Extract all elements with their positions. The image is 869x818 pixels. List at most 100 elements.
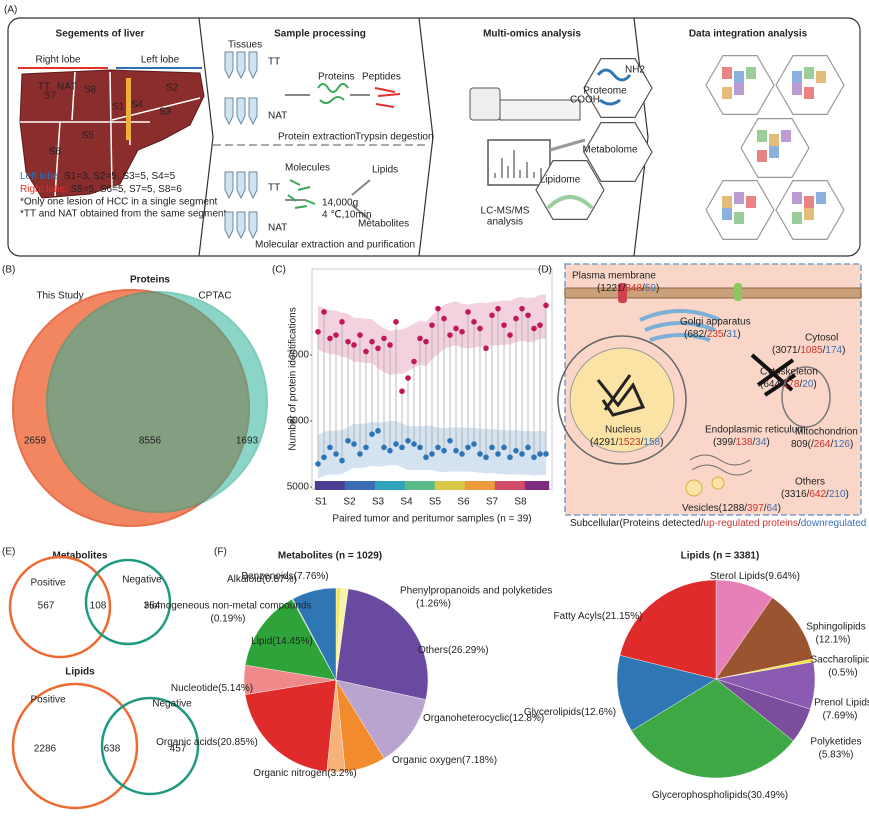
label: (1.26%): [416, 599, 451, 610]
value-label: (7.18%): [462, 755, 497, 766]
category: Benzenoids: [241, 571, 293, 582]
label: (5.83%): [818, 750, 853, 761]
category: Fatty Acyls: [554, 611, 602, 622]
sample-strip: [470, 481, 478, 490]
sample-strip: [338, 481, 346, 490]
tube: [248, 97, 258, 126]
label: Peptides: [362, 72, 401, 83]
category: Sterol Lipids: [710, 571, 765, 582]
slice-label: Fatty Acyls(21.15%): [554, 611, 643, 622]
label: 2286: [34, 744, 57, 755]
label: Polyketides: [810, 737, 861, 748]
text-part: (3071/: [772, 345, 801, 356]
point: [375, 345, 381, 352]
label: 809(/264/126): [791, 439, 853, 450]
golgi: [639, 309, 721, 342]
tube: [236, 171, 246, 200]
liver: [19, 69, 205, 199]
slice-label: Organoheterocyclic(12.8%): [423, 713, 544, 724]
thumbnail: [792, 83, 802, 95]
thumbnail: [746, 67, 756, 79]
point: [471, 441, 477, 447]
tube: [248, 51, 258, 80]
point: [315, 328, 321, 335]
point: [357, 451, 363, 457]
sample-strip: [500, 481, 508, 490]
point: [321, 454, 327, 461]
point: [525, 444, 531, 451]
point: [501, 322, 507, 328]
thumbnail: [781, 130, 791, 142]
spectrum: [494, 150, 542, 178]
point: [321, 309, 327, 315]
pie-slice: [292, 587, 337, 681]
point: [525, 312, 531, 319]
label: Subcellular(Proteins detected/up-regulat…: [570, 518, 869, 529]
label: 457: [170, 744, 187, 755]
label: (7.69%): [822, 711, 857, 722]
slice-label: Organic acids(20.85%): [156, 737, 258, 748]
label: S5: [82, 131, 95, 142]
text-part: (3316/: [781, 489, 810, 500]
chromatin: [596, 374, 646, 417]
category: Organoheterocyclic: [423, 713, 509, 724]
label: 108: [90, 601, 107, 612]
text-part: /: [641, 437, 644, 448]
label: Tissues: [228, 40, 262, 51]
value-label: (0.87%): [262, 574, 297, 585]
text-part: ): [656, 283, 659, 294]
label: 5000: [287, 482, 310, 493]
pie-slice: [616, 655, 717, 732]
point: [411, 441, 417, 447]
label: 4 ℃,10min: [322, 210, 372, 221]
point: [477, 325, 483, 332]
thumbnail: [804, 67, 814, 79]
label: S7: [486, 497, 499, 508]
sample-strip: [410, 481, 418, 490]
thumbnail: [722, 87, 732, 99]
label: 14,000g: [322, 198, 358, 209]
text-part: Left lobe:: [20, 171, 61, 182]
divider: [633, 17, 649, 257]
label: Plasma membrane: [572, 271, 656, 282]
label: (3071/1085/174): [772, 345, 845, 356]
venn-set: [11, 682, 139, 810]
thumbnail: [804, 196, 814, 208]
point: [423, 454, 429, 461]
label: (B): [2, 265, 15, 276]
text-part: Subcellular(Proteins detected/: [570, 518, 704, 529]
sample-strip: [428, 481, 436, 490]
label: (E): [2, 547, 15, 558]
segment-lines: [20, 71, 201, 197]
text-part: S1=3, S2=5, S3=5, S4=5: [61, 171, 175, 182]
label: S1: [315, 497, 328, 508]
divider: [198, 17, 214, 257]
label: Nucleus: [605, 425, 641, 436]
point: [339, 457, 345, 464]
point: [399, 444, 405, 451]
label: Lipids: [372, 165, 398, 176]
ms-device: [499, 99, 581, 121]
label: (399/138/34): [713, 437, 770, 448]
label: Lipids: [65, 667, 95, 678]
label: Cytosol: [805, 333, 838, 344]
label: Positive: [30, 578, 65, 589]
label: Cytoskeleton: [760, 367, 818, 378]
label: (4291/1523/158): [590, 437, 663, 448]
label: (1221/348/59): [597, 283, 659, 294]
text-part: 397: [747, 503, 764, 514]
point: [489, 312, 495, 319]
label: CPTAC: [198, 291, 231, 302]
thumbnail: [792, 212, 802, 224]
label: NAT: [57, 82, 76, 93]
sample-strip: [512, 481, 520, 490]
text-part: (399/: [713, 437, 736, 448]
text-part: /: [799, 379, 802, 390]
point: [375, 428, 381, 434]
thumbnail: [816, 71, 826, 83]
label: S3: [159, 107, 172, 118]
text-part: (644/: [760, 379, 783, 390]
point: [369, 431, 375, 437]
point: [405, 437, 411, 444]
